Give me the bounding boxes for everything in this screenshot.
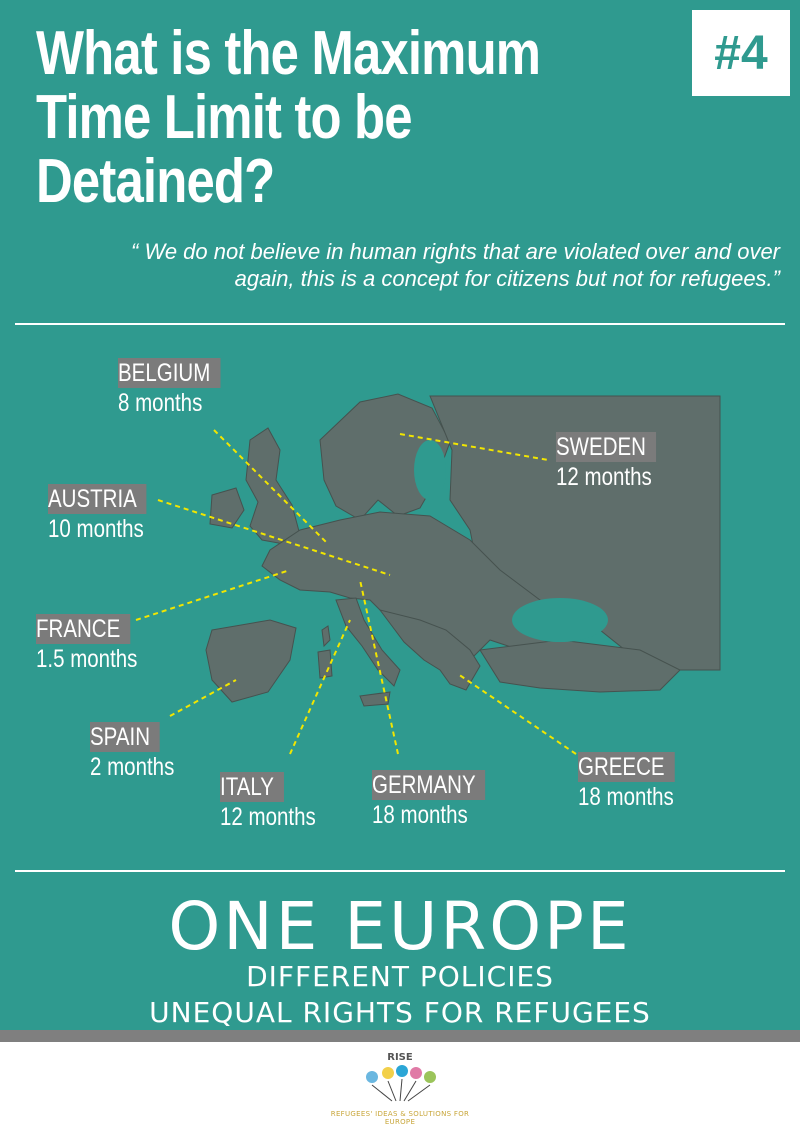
greece-connector xyxy=(457,673,577,755)
page-title: What is the Maximum Time Limit to be Det… xyxy=(36,19,541,216)
country-label-italy: ITALY 12 months xyxy=(220,772,316,831)
sardinia-shape xyxy=(317,649,333,679)
country-label-austria: AUSTRIA 10 months xyxy=(48,484,168,544)
logo-icons xyxy=(366,1065,436,1102)
quote-text: “ We do not believe in human rights that… xyxy=(131,239,780,291)
rise-logo: RISE REFUGEES' IDEAS & SOLUTIONS FOR EUR… xyxy=(330,1052,470,1132)
country-label-france: FRANCE 1.5 months xyxy=(36,614,138,673)
issue-number-badge: #4 xyxy=(692,10,790,96)
sicily-shape xyxy=(359,691,391,707)
logo-name: RISE xyxy=(387,1052,413,1063)
black-sea-shape xyxy=(512,598,608,642)
iberia-shape xyxy=(205,619,297,703)
germany-connector xyxy=(359,579,399,755)
country-label-belgium: BELGIUM 8 months xyxy=(118,358,243,418)
uk-shape xyxy=(245,427,301,545)
europe-map xyxy=(135,393,721,755)
country-label-sweden: SWEDEN 12 months xyxy=(556,432,678,492)
france-connector xyxy=(135,569,291,621)
bottom-divider xyxy=(15,870,785,872)
sweden-connector xyxy=(399,433,549,461)
subheadline-2: UNEQUAL RIGHTS FOR REFUGEES xyxy=(149,996,651,1029)
turkey-shape xyxy=(479,639,681,693)
spain-connector xyxy=(169,679,237,717)
baltic-sea-shape xyxy=(414,440,446,500)
italy-shape xyxy=(335,597,401,687)
logo-tagline: REFUGEES' IDEAS & SOLUTIONS FOR EUROPE xyxy=(330,1110,470,1126)
country-label-greece: GREECE 18 months xyxy=(578,752,675,811)
headline: ONE EUROPE xyxy=(168,888,632,965)
austria-connector xyxy=(157,499,391,576)
footer-strip xyxy=(0,1030,800,1042)
ireland-shape xyxy=(209,487,245,529)
balkans-shape xyxy=(378,609,481,691)
corsica-shape xyxy=(321,625,331,648)
country-label-spain: SPAIN 2 months xyxy=(90,722,175,781)
country-label-germany: GERMANY 18 months xyxy=(372,770,510,830)
subheadline-1: DIFFERENT POLICIES xyxy=(246,960,554,993)
italy-connector xyxy=(289,619,351,755)
top-divider xyxy=(15,323,785,325)
infographic-panel: What is the Maximum Time Limit to be Det… xyxy=(0,0,800,1030)
